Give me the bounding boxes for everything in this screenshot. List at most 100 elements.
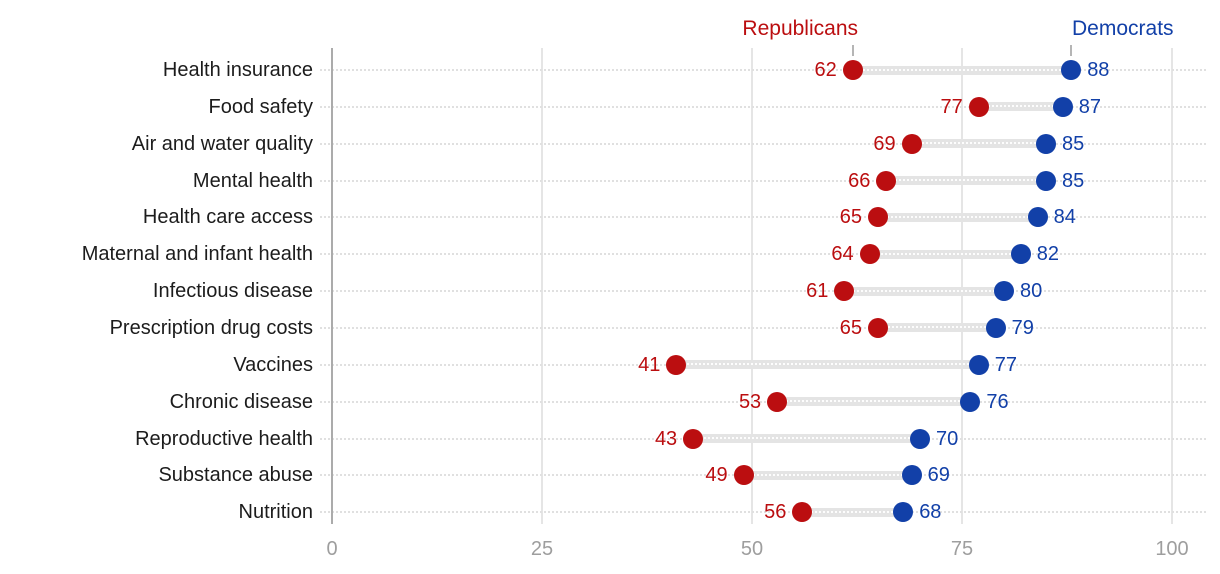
dumbbell-bar	[676, 360, 979, 370]
x-tick-label: 100	[1155, 538, 1189, 560]
republican-dot	[901, 133, 922, 154]
dumbbell-bar	[802, 507, 904, 517]
row-gridline	[320, 105, 1206, 108]
category-label: Nutrition	[238, 501, 313, 524]
democrat-dot	[901, 465, 922, 486]
row-gridline	[320, 400, 1206, 403]
democrat-value: 77	[994, 353, 1018, 376]
republican-value: 41	[638, 353, 661, 376]
x-gridline	[751, 48, 753, 524]
legend-republicans: Republicans	[742, 17, 858, 40]
x-gridline	[961, 48, 963, 524]
category-label: Prescription drug costs	[109, 316, 313, 339]
republican-dot	[868, 207, 888, 228]
republican-value: 65	[839, 316, 862, 339]
republican-value: 65	[839, 206, 862, 229]
republican-value: 49	[705, 464, 728, 487]
dumbbell-bar	[777, 397, 971, 407]
democrat-dot	[960, 391, 981, 412]
dumbbell-bar	[878, 323, 996, 333]
category-label: Chronic disease	[169, 390, 313, 413]
dumbbell-bar	[743, 470, 912, 480]
democrat-value: 76	[986, 390, 1009, 413]
category-label: Infectious disease	[152, 280, 313, 303]
category-label: Mental health	[192, 169, 313, 192]
republican-value: 64	[831, 243, 854, 266]
democrat-dot	[1027, 207, 1048, 228]
x-tick-label: 50	[740, 538, 764, 560]
republican-value: 53	[738, 390, 762, 413]
democrat-dot	[910, 428, 930, 449]
republican-dot	[792, 502, 813, 523]
legend-leader-tick	[1070, 45, 1073, 56]
democrat-value: 85	[1062, 132, 1085, 155]
dumbbell-bar	[978, 102, 1063, 112]
democrat-dot	[893, 502, 914, 523]
democrat-value: 79	[1011, 316, 1034, 339]
dumbbell-bar	[852, 65, 1072, 75]
republican-dot	[842, 60, 863, 80]
democrat-value: 68	[919, 501, 942, 524]
democrat-value: 70	[936, 427, 959, 450]
republican-dot	[968, 96, 989, 117]
republican-dot	[767, 391, 788, 412]
democrat-value: 87	[1078, 95, 1102, 118]
category-label: Health insurance	[162, 59, 313, 81]
category-label: Food safety	[208, 95, 313, 118]
republican-value: 61	[806, 280, 829, 303]
republican-value: 43	[654, 427, 678, 450]
republican-value: 77	[940, 95, 963, 118]
republican-value: 66	[848, 169, 871, 192]
category-label: Health care access	[142, 206, 313, 229]
x-tick-label: 25	[530, 538, 554, 560]
category-label: Vaccines	[233, 353, 313, 376]
republican-value: 69	[873, 132, 896, 155]
democrat-dot	[1036, 170, 1056, 191]
row-gridline	[320, 179, 1206, 182]
republican-value: 62	[814, 59, 837, 81]
dumbbell-bar	[886, 176, 1046, 186]
democrat-value: 80	[1020, 280, 1043, 303]
republican-dot	[876, 170, 897, 191]
dumbbell-bar	[878, 212, 1038, 222]
republican-dot	[859, 244, 880, 265]
x-gridline	[541, 48, 543, 524]
democrat-value: 82	[1036, 243, 1060, 266]
row-gridline	[320, 290, 1206, 293]
dumbbell-bar	[844, 286, 1004, 296]
x-axis-line	[331, 48, 333, 524]
row-gridline	[320, 253, 1206, 256]
republican-dot	[834, 281, 855, 302]
x-tick-label: 0	[326, 538, 338, 560]
category-label: Substance abuse	[158, 464, 313, 487]
row-gridline	[320, 69, 1206, 71]
democrat-dot	[1052, 96, 1073, 117]
democrat-dot	[968, 354, 989, 375]
democrat-value: 69	[927, 464, 950, 487]
republican-dot	[683, 428, 704, 449]
row-gridline	[320, 216, 1206, 219]
row-gridline	[320, 326, 1206, 329]
democrat-value: 88	[1087, 59, 1110, 81]
democrat-dot	[1061, 60, 1082, 80]
dumbbell-bar	[869, 249, 1021, 259]
legend-democrats: Democrats	[1072, 17, 1174, 40]
row-gridline	[320, 142, 1206, 145]
row-gridline	[320, 511, 1206, 514]
x-gridline	[1171, 48, 1173, 524]
democrat-dot	[994, 281, 1014, 302]
democrat-dot	[1036, 133, 1056, 154]
democrat-value: 84	[1053, 206, 1076, 229]
republican-dot	[733, 465, 754, 486]
category-label: Reproductive health	[135, 427, 313, 450]
democrat-value: 85	[1062, 169, 1085, 192]
republican-dot	[666, 354, 687, 375]
democrat-dot	[985, 317, 1006, 338]
democrat-dot	[1010, 244, 1031, 265]
legend-leader-tick	[851, 45, 854, 56]
category-label: Air and water quality	[131, 132, 313, 155]
republican-dot	[868, 317, 888, 338]
dumbbell-bar	[911, 139, 1046, 149]
republican-value: 56	[764, 501, 787, 524]
